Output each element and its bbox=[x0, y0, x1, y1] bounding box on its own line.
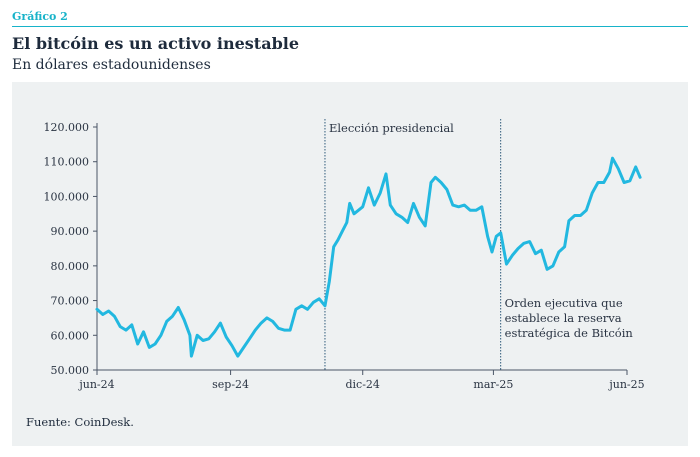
x-tick-label: mar-25 bbox=[473, 378, 513, 391]
y-tick-label: 60.000 bbox=[51, 329, 90, 342]
y-tick-label: 50.000 bbox=[51, 364, 90, 377]
y-tick-label: 70.000 bbox=[51, 295, 90, 308]
figure-label: Gráfico 2 bbox=[12, 10, 68, 23]
x-tick-label: jun-24 bbox=[77, 378, 114, 391]
event-annotation: establece la reserva bbox=[505, 311, 622, 325]
event-annotation: Elección presidencial bbox=[329, 121, 454, 135]
x-tick-label: jun-25 bbox=[607, 378, 644, 391]
x-axis: jun-24 sep-24 dic-24 mar-25 jun-25 bbox=[77, 369, 645, 391]
y-tick-label: 110.000 bbox=[44, 156, 90, 169]
chart-title: El bitcóin es un activo inestable bbox=[12, 34, 300, 53]
chart-svg: 50.000 60.000 70.000 80.000 90.000 100.000 110… bbox=[44, 119, 645, 391]
y-tick-label: 120.000 bbox=[44, 121, 90, 134]
y-tick-label: 100.000 bbox=[44, 190, 90, 203]
header-rule bbox=[12, 26, 688, 27]
price-series-line bbox=[95, 156, 642, 358]
y-tick-label: 90.000 bbox=[51, 225, 90, 238]
source-note: Fuente: CoinDesk. bbox=[26, 415, 134, 429]
y-axis: 50.000 60.000 70.000 80.000 90.000 100.000 110… bbox=[44, 121, 98, 377]
event-annotation: Orden ejecutiva que bbox=[505, 296, 623, 310]
chart-subtitle: En dólares estadounidenses bbox=[12, 57, 211, 73]
event-annotation: estratégica de Bitcóin bbox=[505, 326, 634, 340]
chart-panel: 50.000 60.000 70.000 80.000 90.000 100.000 110… bbox=[12, 82, 688, 446]
series-group bbox=[95, 156, 642, 358]
x-tick-label: sep-24 bbox=[212, 378, 249, 391]
y-tick-label: 80.000 bbox=[51, 260, 90, 273]
x-tick-label: dic-24 bbox=[346, 378, 380, 391]
event-markers: Elección presidencial Orden ejecutiva que… bbox=[324, 119, 634, 370]
